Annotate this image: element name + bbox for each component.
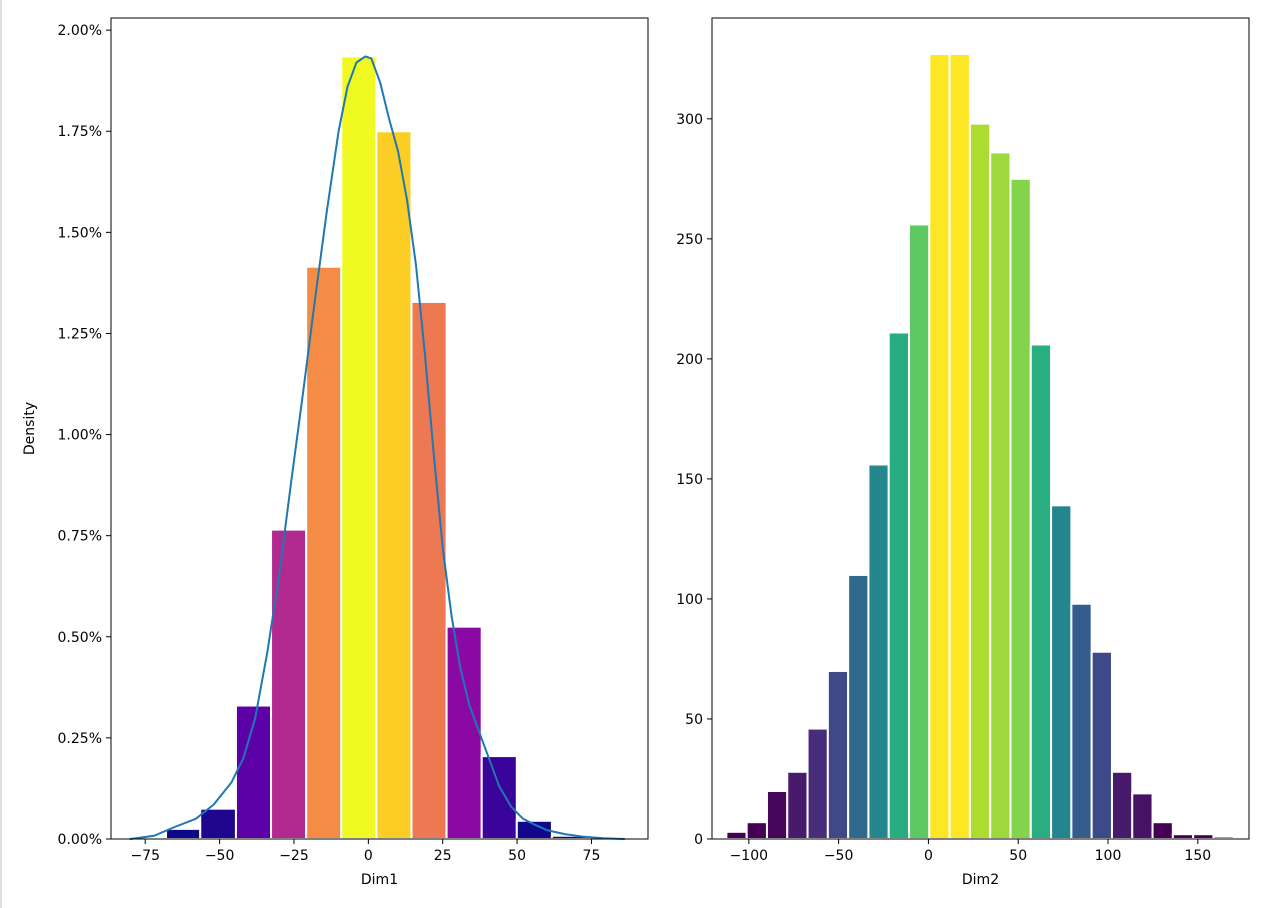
- dim1-y-label: Density: [22, 402, 38, 455]
- dim2-bar-7: [867, 463, 890, 840]
- dim1-y-tick-label: 0.75%: [58, 529, 102, 545]
- dim2-y-tick-label: 100: [676, 592, 703, 608]
- dim1-x-tick-label: −25: [279, 848, 309, 864]
- dim2-bar-13: [989, 151, 1012, 841]
- dim2-bar-2: [765, 789, 789, 840]
- dim1-x-tick-label: 50: [508, 848, 526, 864]
- dim2-bar-5: [826, 669, 850, 840]
- dim2-bar-14: [1009, 177, 1032, 841]
- dim2-bar-9: [908, 223, 931, 840]
- dim2-x-tick-label: 0: [924, 848, 933, 864]
- dim1-bar-6: [375, 130, 413, 840]
- dim1-y-tick-label: 1.75%: [58, 124, 102, 140]
- dim1-kde: [129, 55, 626, 840]
- dim2-bar-16: [1050, 504, 1073, 840]
- dim1-x-axis: −75 −50 −25 0 25 50 75: [130, 839, 600, 864]
- dim2-bar-6: [847, 573, 870, 840]
- dim2-bar-12: [968, 122, 992, 840]
- dim2-bar-8: [887, 331, 911, 840]
- dim1-y-axis: 0.00% 0.25% 0.50% 0.75% 1.00% 1.25% 1.50% 1.75%…: [58, 23, 111, 848]
- dim1-bar-8: [445, 625, 483, 841]
- dim2-bar-15: [1029, 343, 1053, 840]
- dim2-bar-21: [1151, 821, 1174, 841]
- dim2-bar-10: [928, 53, 951, 840]
- dim2-bar-20: [1131, 792, 1154, 841]
- dim1-bar-3: [270, 528, 308, 841]
- dim1-bar-1: [199, 807, 237, 840]
- dim2-bar-4: [806, 727, 829, 841]
- dim2-y-tick-label: 300: [676, 112, 703, 128]
- dim1-y-tick-label: 1.50%: [58, 225, 102, 241]
- dim2-bar-0: [725, 830, 748, 840]
- dim2-x-tick-label: 50: [1009, 848, 1027, 864]
- chart-dim1: −75 −50 −25 0 25 50 75 0.00% 0.25% 0.50% 0.75% 1.0…: [22, 17, 649, 888]
- dim1-bar-0: [165, 827, 202, 840]
- dim1-y-tick-label: 1.00%: [58, 428, 102, 444]
- dim1-y-tick-label: 2.00%: [58, 23, 102, 39]
- dim2-bar-23: [1192, 833, 1215, 841]
- dim1-y-tick-label: 0.50%: [58, 630, 102, 646]
- dim1-kde-line: [129, 55, 626, 840]
- dim2-x-tick-label: 150: [1184, 848, 1211, 864]
- dim2-y-tick-label: 200: [676, 352, 703, 368]
- dim1-bar-7: [410, 300, 448, 841]
- dim1-axes-frame: [110, 17, 649, 840]
- dim2-bar-19: [1110, 770, 1134, 841]
- dim2-bar-22: [1171, 833, 1195, 841]
- dim1-x-tick-label: 75: [583, 848, 601, 864]
- dim1-bar-5: [340, 55, 378, 840]
- dim2-x-label: Dim2: [962, 872, 999, 888]
- dim2-bar-18: [1090, 650, 1113, 841]
- dim1-y-tick-label: 0.25%: [58, 731, 102, 747]
- dim1-x-label: Dim1: [361, 872, 398, 888]
- dim1-x-tick-label: 0: [364, 848, 373, 864]
- dim2-x-tick-label: 100: [1095, 848, 1122, 864]
- dim2-x-tick-label: −50: [824, 848, 854, 864]
- dim2-y-tick-label: 50: [685, 712, 703, 728]
- dim1-bar-9: [480, 755, 518, 840]
- dim2-y-tick-label: 150: [676, 472, 703, 488]
- dim1-y-tick-label: 0.00%: [58, 832, 102, 848]
- dim2-x-tick-label: −100: [730, 848, 768, 864]
- dim2-bar-3: [786, 770, 809, 841]
- dim2-y-tick-label: 0: [694, 832, 703, 848]
- dim2-bar-17: [1070, 602, 1093, 840]
- dim2-x-axis: −100 −50 0 50 100 150: [730, 839, 1211, 864]
- dim2-bar-11: [948, 53, 971, 840]
- dim1-y-tick-label: 1.25%: [58, 326, 102, 342]
- dim2-y-tick-label: 250: [676, 232, 703, 248]
- dim2-y-axis: 0 50 100 150 200 250 300: [676, 112, 712, 848]
- dim1-x-tick-label: 25: [434, 848, 452, 864]
- dim1-x-tick-label: −75: [130, 848, 160, 864]
- dim1-x-tick-label: −50: [205, 848, 235, 864]
- dim1-bar-4: [305, 265, 343, 840]
- dim2-bar-1: [745, 821, 768, 841]
- dim2-axes-frame: [711, 17, 1250, 840]
- chart-dim2: −100 −50 0 50 100 150 0 50 100 150 200 250 300 Dim2: [676, 17, 1250, 888]
- dim2-bars: [725, 53, 1235, 841]
